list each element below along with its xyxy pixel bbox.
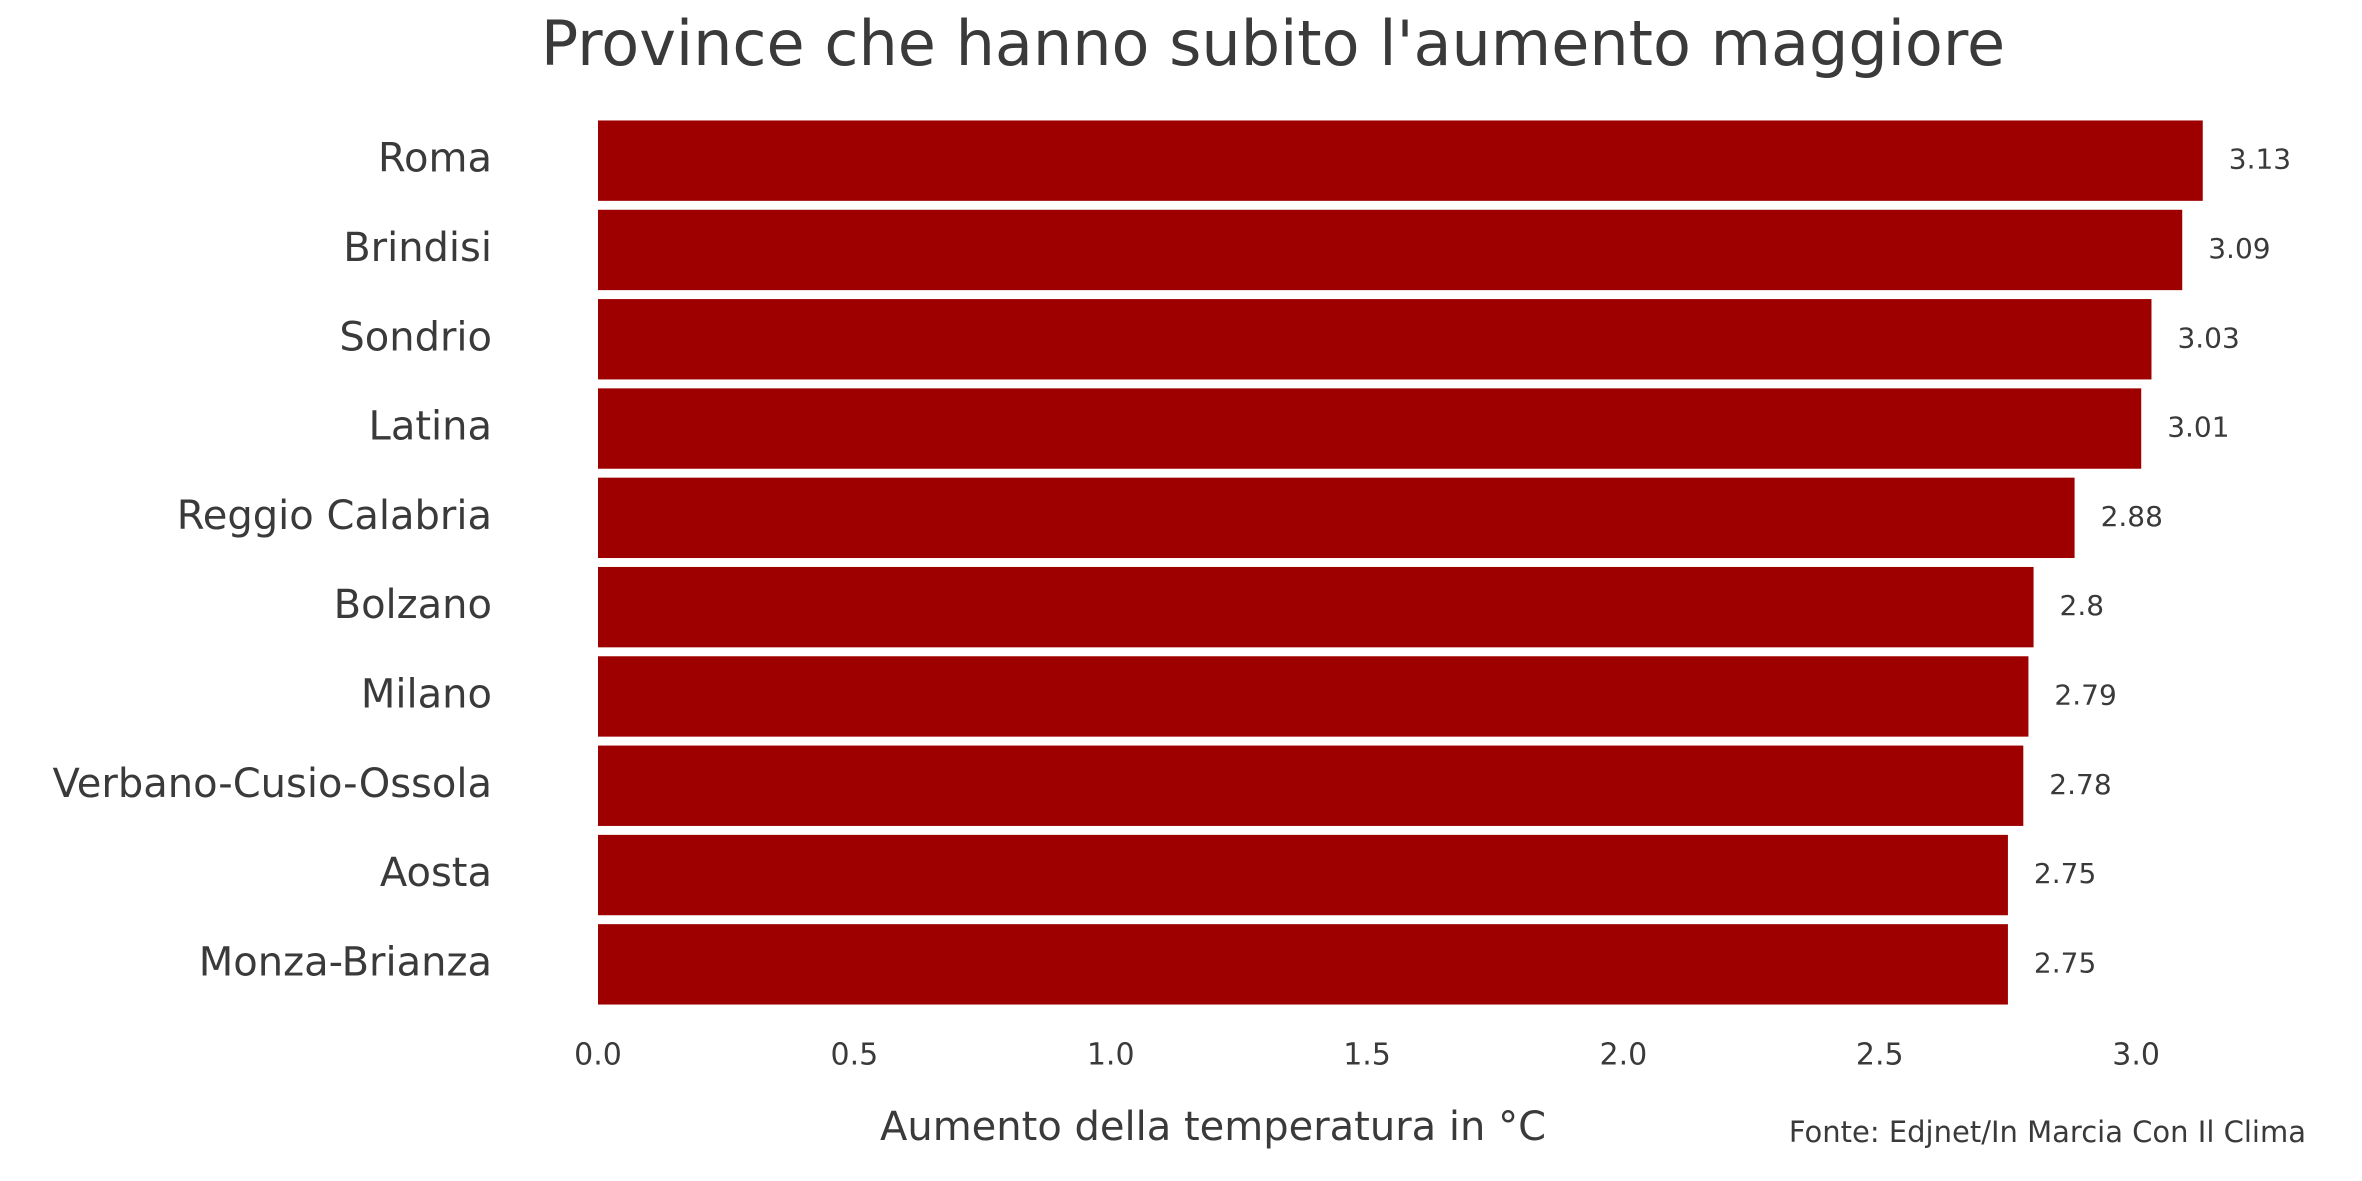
y-tick-label: Latina	[369, 404, 492, 450]
chart-title: Province che hanno subito l'aumento magg…	[541, 7, 2005, 80]
bar	[598, 566, 2034, 648]
y-tick-label: Aosta	[380, 850, 492, 896]
value-label: 3.09	[2208, 232, 2270, 265]
y-tick-label: Verbano-Cusio-Ossola	[53, 761, 492, 807]
x-tick-label: 2.5	[1856, 1038, 1904, 1073]
x-tick-label: 1.5	[1343, 1038, 1391, 1073]
value-label: 2.78	[2049, 768, 2111, 801]
value-label: 3.01	[2167, 411, 2229, 444]
bar	[598, 656, 2029, 737]
bar	[598, 388, 2142, 469]
y-tick-label: Bolzano	[334, 582, 492, 628]
x-tick-label: 3.0	[2112, 1038, 2160, 1073]
bar	[598, 924, 2008, 1005]
bar	[598, 299, 2152, 380]
bar	[598, 477, 2075, 559]
value-label: 3.03	[2177, 321, 2239, 354]
y-tick-label: Roma	[378, 136, 492, 182]
value-label: 3.13	[2229, 143, 2291, 176]
bar	[598, 209, 2183, 291]
x-tick-label: 1.0	[1087, 1038, 1135, 1073]
value-label: 2.75	[2034, 946, 2096, 979]
x-tick-label: 0.5	[830, 1038, 878, 1073]
value-label: 2.8	[2060, 589, 2105, 622]
y-tick-label: Sondrio	[339, 314, 492, 360]
value-label: 2.88	[2101, 500, 2163, 533]
bar	[598, 745, 2024, 826]
x-axis-label: Aumento della temperatura in °C	[880, 1104, 1546, 1150]
value-label: 2.75	[2034, 857, 2096, 890]
y-tick-label: Milano	[361, 671, 492, 717]
y-tick-label: Monza-Brianza	[199, 939, 492, 985]
x-tick-label: 2.0	[1600, 1038, 1648, 1073]
y-tick-label: Brindisi	[343, 225, 492, 271]
bar	[598, 834, 2008, 916]
value-label: 2.79	[2054, 678, 2116, 711]
source: Fonte: Edjnet/In Marcia Con Il Clima	[1789, 1115, 2306, 1149]
x-tick-label: 0.0	[574, 1038, 622, 1073]
bar	[598, 120, 2203, 201]
y-tick-label: Reggio Calabria	[177, 493, 492, 539]
